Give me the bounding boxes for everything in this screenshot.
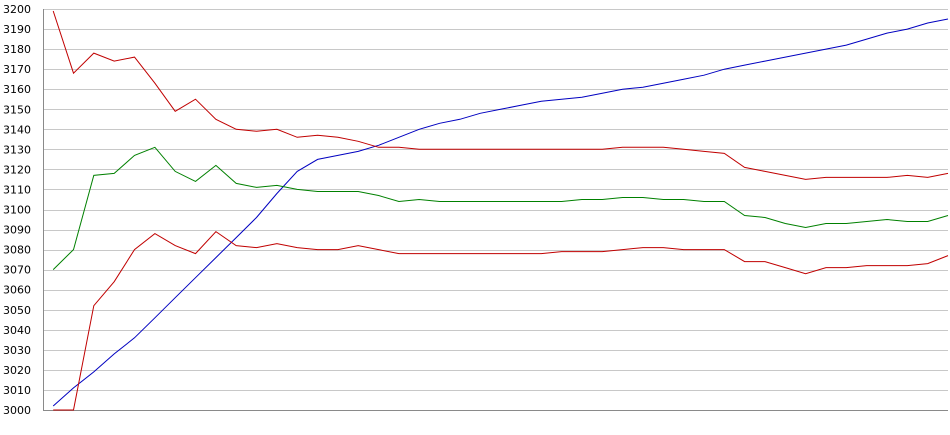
y-tick-label: 3140 <box>3 123 31 136</box>
gridlines <box>43 9 948 411</box>
y-tick-label: 3050 <box>3 304 31 317</box>
y-tick-label: 3030 <box>3 344 31 357</box>
y-tick-label: 3010 <box>3 384 31 397</box>
y-tick-label: 3180 <box>3 43 31 56</box>
y-tick-label: 3130 <box>3 143 31 156</box>
y-tick-label: 3160 <box>3 83 31 96</box>
y-tick-label: 3110 <box>3 183 31 196</box>
y-tick-label: 3090 <box>3 224 31 237</box>
y-tick-label: 3040 <box>3 324 31 337</box>
series-line-4 <box>53 230 949 411</box>
y-tick-label: 3100 <box>3 204 31 217</box>
y-tick-label: 3200 <box>3 3 31 16</box>
y-tick-label: 3190 <box>3 23 31 36</box>
y-tick-label: 3120 <box>3 163 31 176</box>
y-tick-label: 3000 <box>3 404 31 417</box>
y-tick-label: 3170 <box>3 63 31 76</box>
y-tick-label: 3020 <box>3 364 31 377</box>
y-tick-label: 3070 <box>3 264 31 277</box>
series-line-1 <box>52 18 949 407</box>
series-line-3 <box>52 146 949 270</box>
y-tick-label: 3150 <box>3 103 31 116</box>
series-lines <box>52 10 949 411</box>
series-line-2 <box>52 10 949 180</box>
axes <box>43 9 948 411</box>
y-tick-label: 3080 <box>3 244 31 257</box>
y-tick-label: 3060 <box>3 284 31 297</box>
y-axis-tick-labels: 3000 3010 3020 3030 3040 3050 3060 3070 3080 3090… <box>3 3 31 417</box>
